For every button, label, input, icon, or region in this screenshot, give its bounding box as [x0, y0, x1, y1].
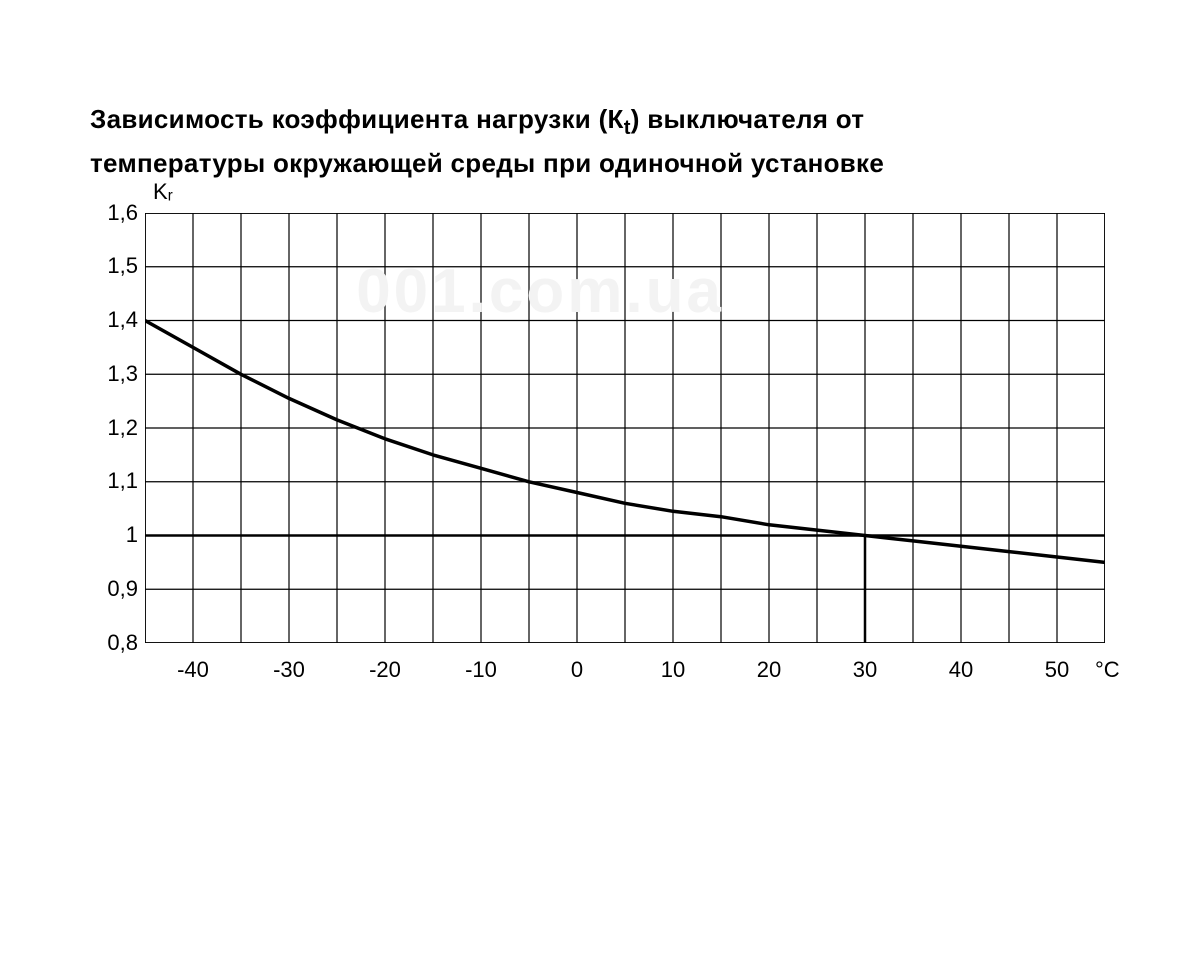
title-sub: t [624, 117, 631, 139]
x-tick-label: -20 [369, 657, 401, 683]
y-tick-label: 1,3 [90, 361, 138, 387]
y-tick-label: 0,9 [90, 576, 138, 602]
x-tick-label: 40 [949, 657, 973, 683]
chart-svg [145, 213, 1105, 643]
x-tick-label: 0 [571, 657, 583, 683]
x-tick-label: 30 [853, 657, 877, 683]
title-text: Зависимость коэффициента нагрузки (К [90, 104, 624, 134]
title-text: ) выключателя от [631, 104, 865, 134]
x-tick-label: 10 [661, 657, 685, 683]
chart-area: Kᵣ 001.com.ua °C 0,80,911,11,21,31,41,51… [145, 213, 1105, 643]
y-tick-label: 1 [90, 522, 138, 548]
x-tick-label: 50 [1045, 657, 1069, 683]
y-tick-label: 1,6 [90, 200, 138, 226]
y-axis-label: Kᵣ [153, 179, 173, 205]
x-tick-label: -10 [465, 657, 497, 683]
title-text: температуры окружающей среды при одиночн… [90, 148, 884, 178]
y-tick-label: 1,4 [90, 307, 138, 333]
y-tick-label: 1,2 [90, 415, 138, 441]
chart-title: Зависимость коэффициента нагрузки (Кt) в… [90, 100, 1110, 183]
x-tick-label: -30 [273, 657, 305, 683]
y-tick-label: 1,5 [90, 253, 138, 279]
x-tick-label: -40 [177, 657, 209, 683]
x-tick-label: 20 [757, 657, 781, 683]
x-unit-label: °C [1095, 657, 1120, 683]
y-tick-label: 0,8 [90, 630, 138, 656]
y-tick-label: 1,1 [90, 468, 138, 494]
